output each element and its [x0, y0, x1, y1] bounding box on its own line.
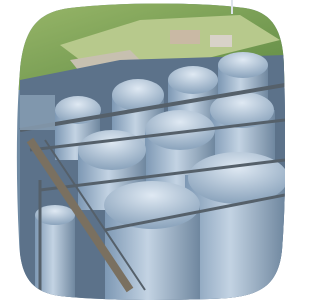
- silo-photo: [0, 0, 285, 300]
- photo: [0, 0, 285, 300]
- page: [0, 0, 285, 300]
